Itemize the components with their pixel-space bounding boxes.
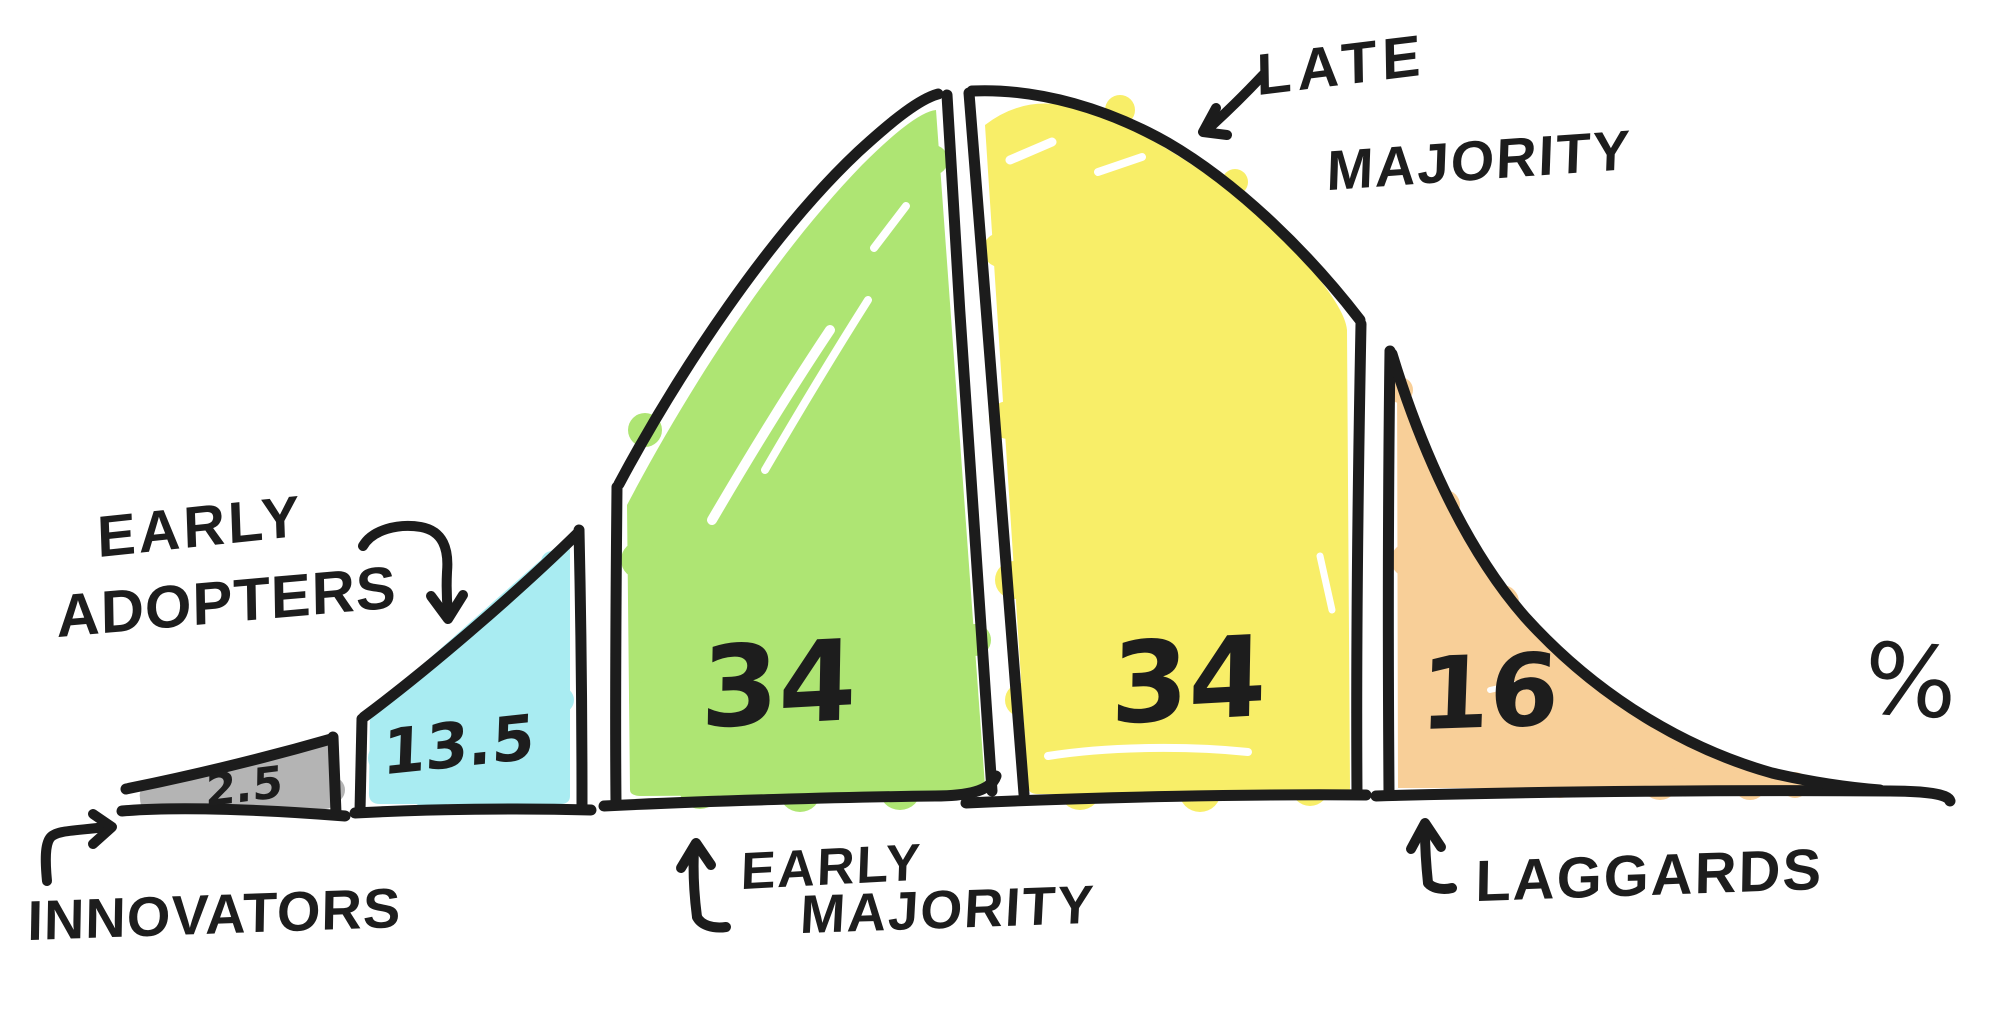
baseline-innovators xyxy=(116,803,351,822)
innovators-top-edge xyxy=(120,733,337,795)
early-adopters-right-edge xyxy=(573,524,588,813)
early-majority-arrow-icon xyxy=(676,838,731,933)
early-majority-label-line2: MAJORITY xyxy=(798,874,1097,946)
late-majority-left-edge xyxy=(963,87,1030,800)
bell-left-curve xyxy=(613,88,944,490)
late-majority-arrow-icon xyxy=(1198,70,1268,140)
baseline-early-majority xyxy=(598,770,1002,812)
baseline-laggards xyxy=(1370,785,1956,807)
percent-unit-symbol: % xyxy=(1860,622,1961,743)
baseline-late-majority xyxy=(960,789,1372,809)
laggards-arrow-icon xyxy=(1406,818,1457,894)
early-majority-left-edge xyxy=(610,481,623,809)
early-adopters-hypotenuse xyxy=(358,527,584,723)
innovators-arrow-icon xyxy=(40,809,117,886)
innovators-label: INNOVATORS xyxy=(26,875,402,953)
innovators-value: 2.5 xyxy=(205,756,284,818)
late-majority-top-curve xyxy=(966,85,1366,326)
late-majority-right-edge xyxy=(1351,318,1367,800)
annotation-arrows xyxy=(40,70,1457,933)
early-adopters-arrow-icon xyxy=(358,520,468,624)
baseline-early-adopters xyxy=(349,803,597,819)
laggards-left-edge xyxy=(1382,345,1396,798)
innovators-right-edge xyxy=(327,731,342,819)
marker-highlights xyxy=(707,137,1519,760)
laggards-label: LAGGARDS xyxy=(1474,836,1824,915)
curve-outlines xyxy=(116,85,1956,822)
laggards-value: 16 xyxy=(1417,631,1562,754)
laggards-tail-curve xyxy=(1386,348,1886,796)
late-majority-value: 34 xyxy=(1109,611,1268,751)
mid-divider xyxy=(941,89,998,797)
early-majority-value: 34 xyxy=(699,615,858,755)
early-adopters-left-edge xyxy=(354,713,368,817)
